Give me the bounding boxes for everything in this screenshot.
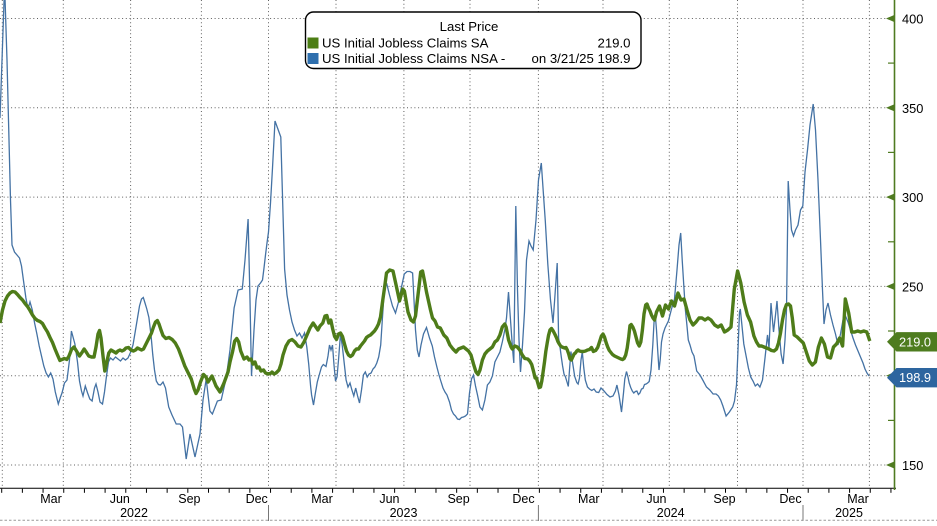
svg-text:Mar: Mar [578,492,600,506]
svg-text:Sep: Sep [447,492,469,506]
svg-text:Mar: Mar [847,492,869,506]
svg-text:2025: 2025 [835,506,863,520]
svg-text:150: 150 [902,458,923,473]
svg-text:Jun: Jun [379,492,399,506]
svg-text:Jun: Jun [646,492,666,506]
svg-text:400: 400 [902,12,923,27]
svg-text:2022: 2022 [120,506,148,520]
svg-text:on 3/21/25 198.9: on 3/21/25 198.9 [532,51,631,66]
svg-text:219.0: 219.0 [899,334,931,349]
svg-text:2024: 2024 [657,506,685,520]
svg-text:Dec: Dec [246,492,268,506]
svg-text:Sep: Sep [713,492,735,506]
svg-text:250: 250 [902,279,923,294]
svg-text:350: 350 [902,101,923,116]
svg-text:Mar: Mar [40,492,62,506]
svg-text:Dec: Dec [779,492,801,506]
svg-text:198.9: 198.9 [899,370,931,385]
svg-text:Sep: Sep [178,492,200,506]
svg-text:Mar: Mar [311,492,333,506]
svg-text:US Initial Jobless Claims SA: US Initial Jobless Claims SA [322,36,489,51]
svg-text:Jun: Jun [110,492,130,506]
svg-text:Last Price: Last Price [440,19,499,34]
svg-text:300: 300 [902,190,923,205]
svg-text:2023: 2023 [390,506,418,520]
svg-text:219.0: 219.0 [597,36,630,51]
svg-text:US Initial Jobless Claims NSA: US Initial Jobless Claims NSA - [322,51,505,66]
svg-text:Dec: Dec [512,492,534,506]
